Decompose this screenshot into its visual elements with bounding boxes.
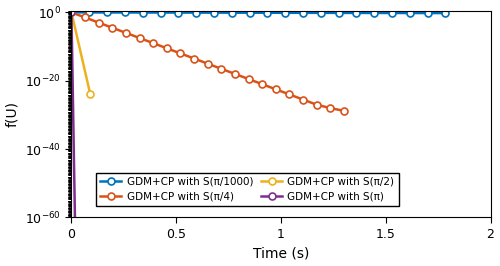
GDM+CP with S(π/1000): [104, 11, 110, 14]
GDM+CP with S(π/1000): [407, 11, 413, 15]
GDM+CP with S(π/1000): [68, 11, 74, 14]
GDM+CP with S(π/4): [272, 88, 278, 91]
GDM+CP with S(π/2): [68, 11, 74, 14]
GDM+CP with S(π/1000): [389, 11, 395, 15]
GDM+CP with S(π/1000): [211, 11, 217, 14]
Legend: GDM+CP with S(π/1000), GDM+CP with S(π/4), GDM+CP with S(π/2), GDM+CP with S(π): GDM+CP with S(π/1000), GDM+CP with S(π/4…: [96, 173, 399, 206]
GDM+CP with S(π/4): [136, 36, 142, 40]
GDM+CP with S(π/4): [82, 16, 88, 19]
GDM+CP with S(π/4): [314, 103, 320, 106]
GDM+CP with S(π/1000): [424, 11, 430, 15]
GDM+CP with S(π/4): [68, 11, 74, 14]
GDM+CP with S(π/4): [164, 47, 170, 50]
GDM+CP with S(π/4): [150, 41, 156, 45]
GDM+CP with S(π/1000): [176, 11, 182, 14]
GDM+CP with S(π/4): [232, 72, 238, 76]
GDM+CP with S(π): [72, 233, 78, 236]
GDM+CP with S(π/4): [191, 57, 197, 60]
GDM+CP with S(π/4): [178, 52, 184, 55]
GDM+CP with S(π/4): [110, 26, 116, 29]
GDM+CP with S(π/4): [96, 21, 102, 24]
X-axis label: Time (s): Time (s): [253, 246, 309, 260]
Y-axis label: f(U): f(U): [6, 101, 20, 127]
GDM+CP with S(π/1000): [371, 11, 377, 15]
GDM+CP with S(π/1000): [282, 11, 288, 14]
GDM+CP with S(π/1000): [140, 11, 145, 14]
GDM+CP with S(π/4): [327, 106, 333, 110]
Line: GDM+CP with S(π/1000): GDM+CP with S(π/1000): [68, 9, 449, 16]
GDM+CP with S(π/4): [341, 109, 347, 113]
GDM+CP with S(π/1000): [228, 11, 234, 14]
GDM+CP with S(π/1000): [318, 11, 324, 14]
GDM+CP with S(π/4): [259, 82, 265, 86]
GDM+CP with S(π/1000): [336, 11, 342, 14]
GDM+CP with S(π/4): [286, 93, 292, 96]
GDM+CP with S(π/2): [88, 93, 94, 96]
GDM+CP with S(π/1000): [158, 11, 164, 14]
Line: GDM+CP with S(π/4): GDM+CP with S(π/4): [68, 9, 347, 114]
GDM+CP with S(π/1000): [246, 11, 252, 14]
GDM+CP with S(π/4): [123, 31, 129, 35]
Line: GDM+CP with S(π/2): GDM+CP with S(π/2): [68, 9, 94, 98]
GDM+CP with S(π/4): [218, 67, 224, 70]
GDM+CP with S(π/4): [204, 62, 210, 65]
GDM+CP with S(π/4): [246, 77, 252, 81]
GDM+CP with S(π/1000): [193, 11, 199, 14]
GDM+CP with S(π/1000): [264, 11, 270, 14]
GDM+CP with S(π/1000): [122, 11, 128, 14]
GDM+CP with S(π/1000): [300, 11, 306, 14]
GDM+CP with S(π/1000): [442, 11, 448, 15]
GDM+CP with S(π/1000): [354, 11, 360, 15]
Line: GDM+CP with S(π): GDM+CP with S(π): [68, 9, 78, 238]
GDM+CP with S(π): [68, 11, 74, 14]
GDM+CP with S(π/4): [300, 98, 306, 101]
GDM+CP with S(π/1000): [86, 11, 92, 14]
